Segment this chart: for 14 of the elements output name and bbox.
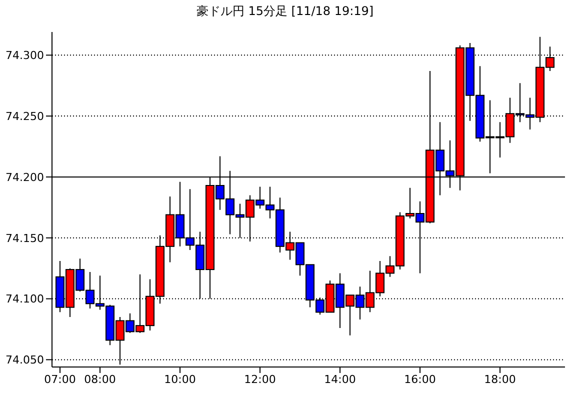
y-tick-label: 74.250 [6, 110, 44, 123]
y-tick-label: 74.200 [6, 170, 44, 184]
chart-title: 豪ドル円 15分足 [11/18 19:19] [195, 3, 375, 20]
x-tick-label: 10:00 [164, 372, 196, 386]
x-tick-label: 07:00 [44, 372, 76, 386]
x-tick-label: 16:00 [404, 372, 436, 386]
y-tick-label: 74.300 [6, 49, 44, 62]
y-tick-label: 74.050 [6, 354, 44, 367]
x-tick-label: 14:00 [324, 372, 356, 386]
x-tick-label: 12:00 [244, 372, 276, 386]
x-tick-label: 08:00 [84, 372, 116, 386]
x-tick-label: 18:00 [484, 372, 516, 386]
y-tick-label: 74.150 [6, 232, 44, 245]
y-tick-label: 74.100 [6, 292, 44, 306]
